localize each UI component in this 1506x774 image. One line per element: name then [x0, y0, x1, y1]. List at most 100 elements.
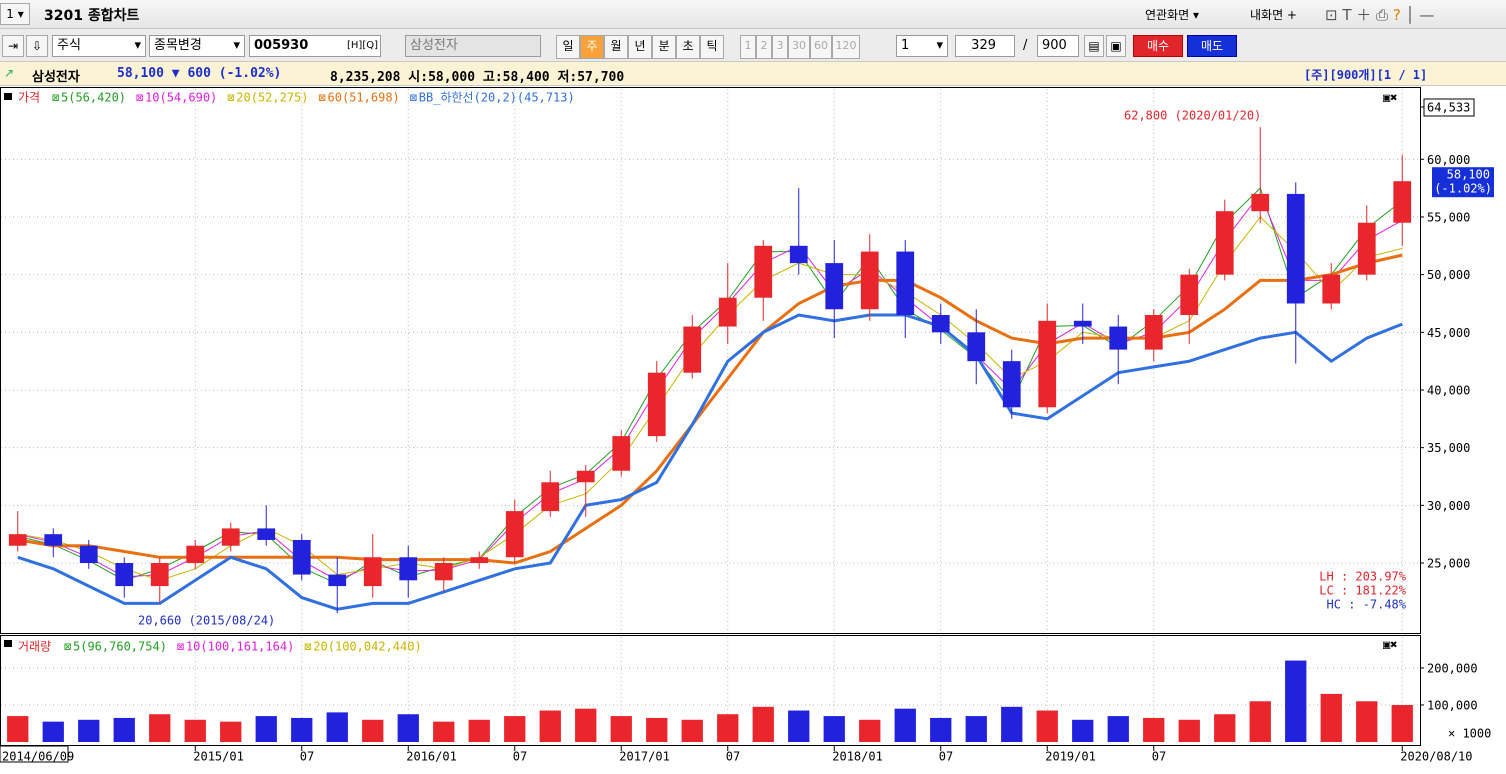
candle-body: [186, 545, 205, 564]
legend-item: 거래량: [18, 640, 51, 654]
volume-bar: [113, 717, 135, 742]
period-button[interactable]: 초: [676, 35, 700, 59]
candle-body: [967, 332, 986, 362]
volume-bar: [42, 721, 64, 742]
y-tick-label: 30,000: [1427, 499, 1470, 513]
info-open: 시:58,000: [408, 70, 476, 85]
menu-related[interactable]: 연관화면 ▾: [1145, 8, 1199, 22]
period-button[interactable]: 주: [580, 35, 604, 59]
candle-body: [221, 528, 240, 546]
x-tick-label: 07: [513, 750, 527, 764]
period-button[interactable]: 년: [628, 35, 652, 59]
annotation-high: 62,800 (2020/01/20): [1124, 109, 1261, 123]
period-button[interactable]: 월: [604, 35, 628, 59]
candle-body: [1002, 361, 1021, 408]
candle-body: [1144, 315, 1163, 350]
sell-button[interactable]: 매도: [1187, 35, 1237, 57]
candle-body: [1251, 193, 1270, 212]
info-volume: 8,235,208: [330, 70, 401, 85]
volume-bar: [1001, 706, 1023, 742]
interval-button[interactable]: 2: [756, 35, 772, 59]
x-tick-label: 2014/06/09: [2, 750, 74, 764]
y-tick-label: 100,000: [1427, 698, 1478, 712]
annotation-low: 20,660 (2015/08/24): [138, 614, 275, 628]
period-button[interactable]: 분: [652, 35, 676, 59]
period-button[interactable]: 틱: [700, 35, 724, 59]
candle-body: [328, 574, 347, 587]
candle-body: [1180, 274, 1199, 316]
legend-icon: ⊠: [64, 640, 71, 654]
y-tick-label: 200,000: [1427, 661, 1478, 675]
current-price-box: [1432, 167, 1494, 198]
legend-item: 가격: [18, 91, 40, 105]
current-price: 58,100: [1447, 168, 1490, 182]
candle-body: [647, 372, 666, 437]
unit-select[interactable]: 1 ▾: [896, 35, 948, 57]
indicator-line: [17, 313, 1403, 611]
candle-body: [896, 251, 915, 316]
info-change: ▼ 600: [171, 66, 211, 81]
legend-icon: ⊠: [227, 91, 234, 105]
window-icons[interactable]: ⊡ T ＋ ⎙ ? │ —: [1325, 6, 1435, 24]
change-select[interactable]: 종목변경 ▾: [149, 35, 245, 57]
candle-body: [1109, 326, 1128, 350]
candle-body: [8, 534, 27, 546]
count-input[interactable]: 329: [955, 35, 1015, 57]
interval-button[interactable]: 3: [772, 35, 788, 59]
interval-button[interactable]: 30: [788, 35, 810, 59]
volume-bar: [433, 721, 455, 742]
x-tick-label: 07: [726, 750, 740, 764]
x-tick-label: 2016/01: [406, 750, 457, 764]
panel-buttons[interactable]: ▣✖: [1383, 638, 1397, 652]
x-tick-label: 07: [300, 750, 314, 764]
buy-button[interactable]: 매수: [1133, 35, 1183, 57]
interval-button[interactable]: 60: [810, 35, 832, 59]
x-tick-box: [0, 745, 69, 763]
legend-icon: ⊠: [304, 640, 311, 654]
volume-bar: [610, 716, 632, 742]
y-tick-label: 50,000: [1427, 268, 1470, 282]
candle-body: [44, 534, 63, 546]
stat-lh: LH : 203.97%: [1319, 570, 1406, 584]
volume-bar: [326, 712, 348, 742]
x-tick-label: 2015/01: [193, 750, 244, 764]
volume-bar: [539, 710, 561, 742]
candle-body: [257, 528, 276, 540]
tab-select[interactable]: 1 ▾: [0, 3, 30, 25]
volume-bar: [1285, 660, 1307, 742]
icon-button[interactable]: ⇥: [2, 35, 24, 57]
volume-bar: [575, 708, 597, 742]
candle-body: [434, 563, 453, 581]
legend-item: BB_하한선(20,2)(45,713): [419, 91, 575, 105]
x-tick-label: 2018/01: [832, 750, 883, 764]
total-input[interactable]: 900: [1037, 35, 1079, 57]
legend-item: 5(96,760,754): [73, 640, 167, 654]
volume-bar: [362, 719, 384, 742]
icon-button[interactable]: ▤: [1084, 35, 1104, 57]
period-button[interactable]: 일: [556, 35, 580, 59]
info-change-pct: (-1.02%): [218, 66, 282, 81]
volume-bar: [681, 719, 703, 742]
interval-button[interactable]: 1: [740, 35, 756, 59]
market-select[interactable]: 주식 ▾: [52, 35, 146, 57]
candle-body: [1215, 211, 1234, 275]
stat-hc: HC : -7.48%: [1327, 598, 1407, 612]
candle-body: [683, 326, 702, 373]
volume-bar: [1214, 714, 1236, 742]
x-tick-label: 2020/08/10: [1400, 750, 1472, 764]
candle-body: [825, 263, 844, 310]
volume-bar: [1178, 719, 1200, 742]
volume-bar: [504, 716, 526, 742]
stat-lc: LC : 181.22%: [1319, 584, 1406, 598]
panel-buttons[interactable]: ▣✖: [1383, 91, 1397, 105]
info-bar: ↗ 삼성전자 58,100 ▼ 600 (-1.02%) 8,235,208 시…: [0, 62, 1506, 86]
icon-button[interactable]: ▣: [1106, 35, 1126, 57]
icon-button[interactable]: ⇩: [26, 35, 48, 57]
interval-button[interactable]: 120: [832, 35, 860, 59]
menu-my-screen[interactable]: 내화면 +: [1250, 8, 1297, 22]
candle-body: [150, 563, 169, 587]
code-input[interactable]: 005930 [H][Q]: [249, 35, 381, 57]
x-tick-label: 07: [1152, 750, 1166, 764]
